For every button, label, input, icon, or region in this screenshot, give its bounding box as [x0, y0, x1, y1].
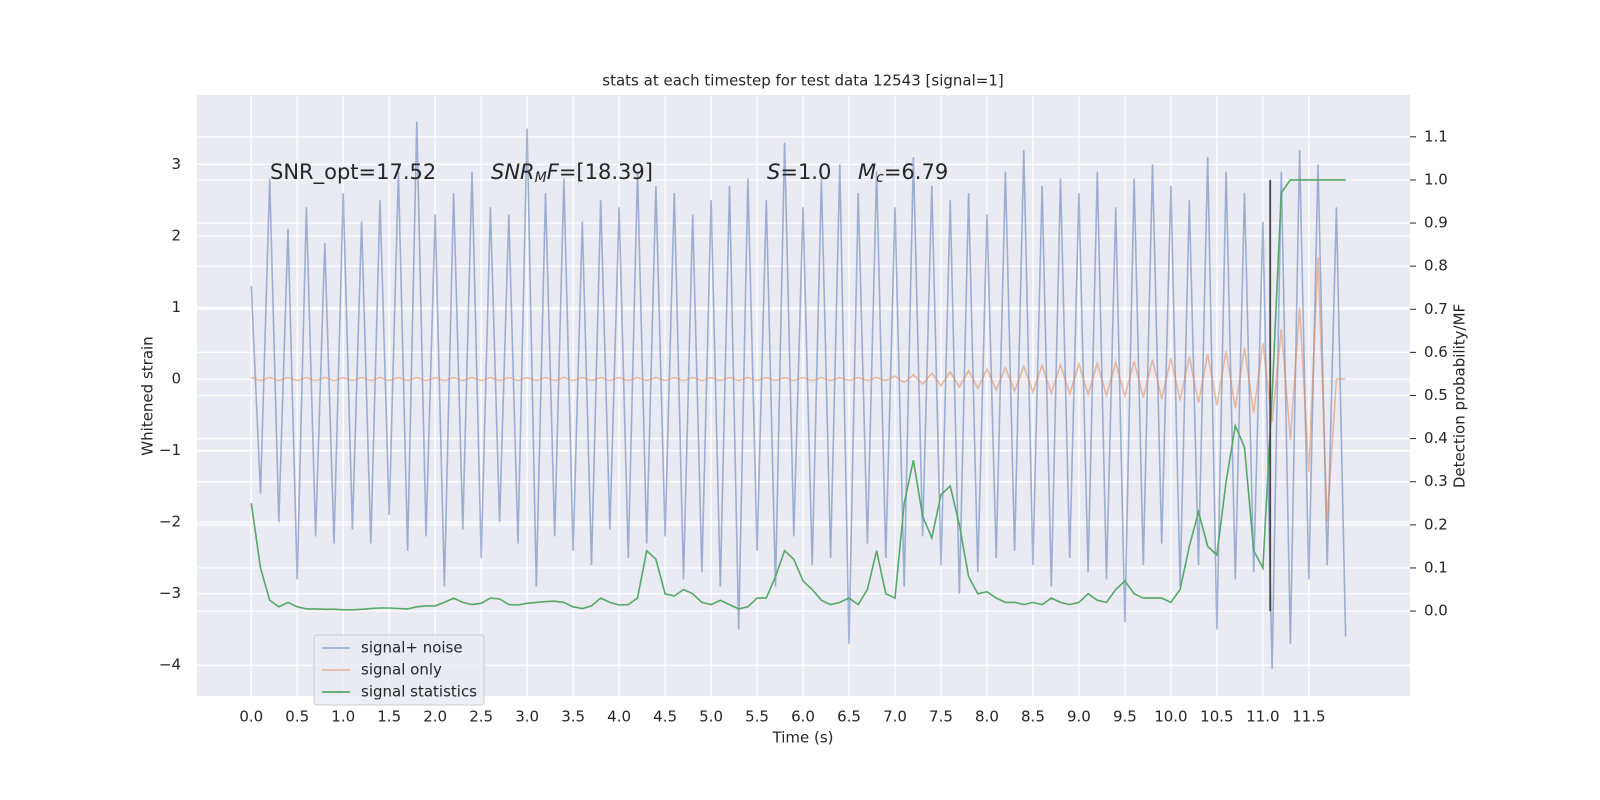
annotation: Mc=6.79 [858, 160, 948, 186]
x-tick-label: 2.0 [423, 708, 447, 726]
annotation-part: =6.79 [884, 160, 948, 184]
x-tick-label: 11.0 [1246, 708, 1279, 726]
y2-tick-label: 0.4 [1424, 429, 1448, 447]
y-tick-label: 3 [171, 155, 181, 173]
y2-tick-label: 0.9 [1424, 214, 1448, 232]
y-tick-label: −4 [159, 656, 181, 674]
legend-box [313, 634, 485, 706]
series-line [250, 179, 1346, 611]
y2-tick-label: 0.3 [1424, 472, 1448, 490]
annotation: SNR_opt=17.52 [270, 160, 436, 185]
annotation-part: M [535, 170, 547, 186]
y-tick-label: −1 [159, 441, 181, 459]
x-tick-label: 4.0 [607, 708, 631, 726]
x-tick-label: 8.5 [1021, 708, 1045, 726]
y2-tick-label: 1.1 [1424, 127, 1448, 145]
x-tick-label: 0.5 [285, 708, 309, 726]
x-tick-label: 5.0 [699, 708, 723, 726]
annotation: S=1.0 [767, 160, 831, 184]
y-axis-label: Whitened strain [139, 336, 157, 455]
legend-label: signal statistics [361, 683, 477, 701]
annotation-part: SNR [491, 160, 535, 184]
annotation-part: F [547, 160, 560, 184]
y2-tick-label: 0.6 [1424, 343, 1448, 361]
y2-tick-label: 0.0 [1424, 602, 1448, 620]
annotation-part: =[18.39] [559, 160, 653, 184]
y-tick-label: −3 [159, 584, 181, 602]
y-tick-label: −2 [159, 513, 181, 531]
annotation-part: c [876, 170, 884, 186]
x-tick-label: 0.0 [239, 708, 263, 726]
y-tick-label: 0 [171, 370, 181, 388]
annotation-part: M [858, 160, 876, 184]
legend-label: signal+ noise [361, 639, 463, 657]
y2-axis-label: Detection probability/MF [1451, 304, 1469, 488]
y2-tick-label: 0.2 [1424, 515, 1448, 533]
y2-tick-label: 0.8 [1424, 257, 1448, 275]
x-tick-label: 3.5 [561, 708, 585, 726]
x-tick-label: 9.5 [1113, 708, 1137, 726]
annotation: SNRMF=[18.39] [491, 160, 653, 186]
series-line [251, 257, 1346, 523]
x-tick-label: 5.5 [745, 708, 769, 726]
y-tick-label: 2 [171, 226, 181, 244]
x-tick-label: 2.5 [469, 708, 493, 726]
x-tick-label: 10.5 [1200, 708, 1233, 726]
x-tick-label: 6.5 [837, 708, 861, 726]
x-tick-label: 1.0 [331, 708, 355, 726]
legend-label: signal only [361, 661, 442, 679]
chart-title: stats at each timestep for test data 125… [602, 72, 1003, 90]
x-tick-label: 7.0 [883, 708, 907, 726]
x-tick-label: 11.5 [1292, 708, 1325, 726]
annotation-part: =1.0 [780, 160, 831, 184]
annotation-part: SNR_opt=17.52 [270, 160, 436, 185]
x-tick-label: 4.5 [653, 708, 677, 726]
y-tick-label: 1 [171, 298, 181, 316]
x-tick-label: 7.5 [929, 708, 953, 726]
x-tick-label: 10.0 [1154, 708, 1187, 726]
x-axis-label: Time (s) [772, 729, 834, 747]
y2-tick-label: 1.0 [1424, 170, 1448, 188]
x-tick-label: 9.0 [1067, 708, 1091, 726]
y2-tick-label: 0.1 [1424, 558, 1448, 576]
series-line [250, 121, 1347, 669]
x-tick-label: 6.0 [791, 708, 815, 726]
y2-tick-label: 0.7 [1424, 300, 1448, 318]
x-tick-label: 8.0 [975, 708, 999, 726]
x-tick-label: 1.5 [377, 708, 401, 726]
y2-tick-label: 0.5 [1424, 386, 1448, 404]
annotation-part: S [767, 160, 780, 184]
x-tick-label: 3.0 [515, 708, 539, 726]
